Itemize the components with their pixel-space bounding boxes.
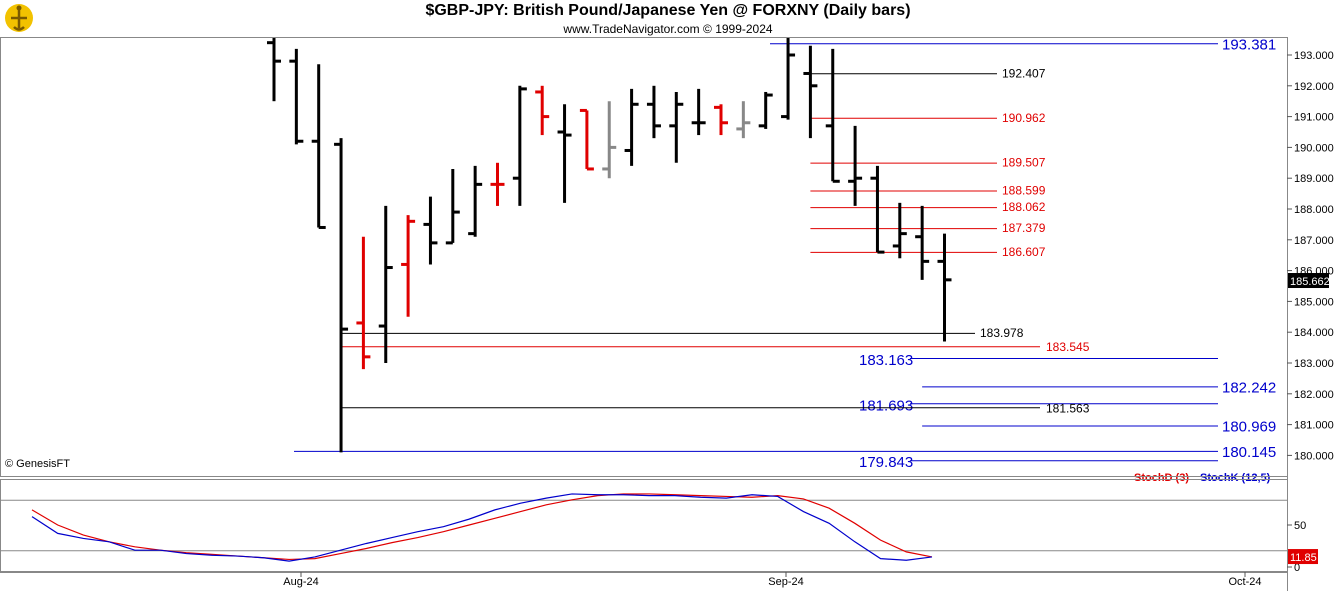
osc-last-label: 11.85 [1290,552,1317,564]
copyright-text: © GenesisFT [5,458,70,470]
price-tick-label: 188.000 [1294,204,1334,216]
level-label: 186.607 [1002,245,1046,259]
legend-stochd: StochD (3) [1134,472,1189,484]
level-label: 193.381 [1222,36,1276,53]
navigator-logo-icon [5,4,33,32]
level-label: 181.693 [859,397,913,414]
level-label: 183.978 [980,326,1024,340]
price-tick-label: 190.000 [1294,142,1334,154]
price-tick-label: 184.000 [1294,327,1334,339]
price-tick-label: 182.000 [1294,389,1334,401]
osc-tick-label: 50 [1294,520,1306,532]
osc-series-line [31,493,933,561]
level-label: 180.145 [1222,444,1276,461]
x-tick-label: Sep-24 [768,576,803,588]
osc-series-line [31,493,933,562]
chart-subtitle: www.TradeNavigator.com © 1999-2024 [563,22,773,36]
oscillator-panel-frame [0,479,1288,572]
chart-title: $GBP-JPY: British Pound/Japanese Yen @ F… [425,2,911,19]
level-label: 182.242 [1222,379,1276,396]
price-tick-label: 191.000 [1294,112,1334,124]
level-label: 183.545 [1046,340,1090,354]
price-tick-label: 189.000 [1294,173,1334,185]
price-tick-label: 183.000 [1294,358,1334,370]
price-panel-frame [0,37,1288,477]
osc-tick-label: 0 [1294,562,1300,574]
price-tick-label: 185.000 [1294,296,1334,308]
level-label: 187.379 [1002,221,1046,235]
price-tick-label: 187.000 [1294,235,1334,247]
level-label: 183.163 [859,352,913,369]
last-price-label: 185.662 [1290,276,1330,288]
x-tick-label: Oct-24 [1228,576,1261,588]
level-label: 192.407 [1002,66,1046,80]
last-price-badge [1288,273,1329,289]
level-label: 190.962 [1002,111,1046,125]
price-tick-label: 186.000 [1294,266,1334,278]
level-label: 179.843 [859,454,913,471]
x-tick-label: Aug-24 [283,576,318,588]
level-label: 180.969 [1222,419,1276,436]
level-label: 188.062 [1002,200,1046,214]
level-label: 188.599 [1002,184,1046,198]
price-tick-label: 180.000 [1294,450,1334,462]
legend-stochk: StochK (12,5) [1200,472,1271,484]
level-label: 181.563 [1046,401,1090,415]
osc-last-badge [1288,549,1318,565]
price-tick-label: 181.000 [1294,420,1334,432]
price-tick-label: 192.000 [1294,81,1334,93]
level-label: 189.507 [1002,156,1046,170]
price-tick-label: 193.000 [1294,50,1334,62]
